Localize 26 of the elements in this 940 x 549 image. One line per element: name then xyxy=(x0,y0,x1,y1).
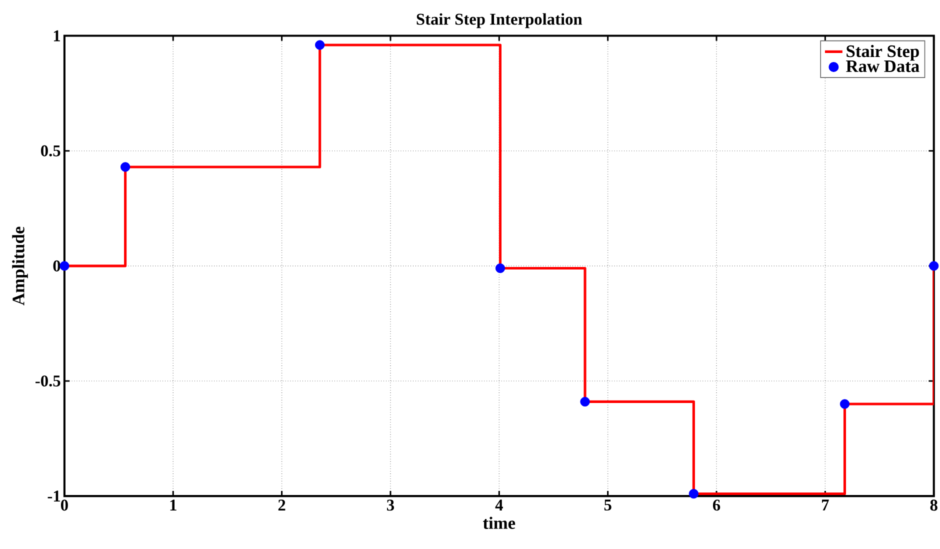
x-axis-title: time xyxy=(483,516,516,529)
x-tick-label: 1 xyxy=(170,500,176,510)
x-tick-label: 5 xyxy=(604,500,612,510)
y-tick-label: 1 xyxy=(54,30,60,42)
point xyxy=(495,263,506,273)
point xyxy=(840,399,850,409)
x-tick-label: 4 xyxy=(495,500,503,510)
point xyxy=(60,260,70,271)
y-axis-title: Amplitude xyxy=(12,226,28,306)
y-tick-label: -0.5 xyxy=(36,375,60,386)
y-tick-label: 0 xyxy=(53,260,60,272)
x-tick-label: 2 xyxy=(278,500,286,510)
y-tick-label: 0.5 xyxy=(41,145,60,156)
x-tick-label: 0 xyxy=(60,500,68,511)
x-tick-label: 8 xyxy=(930,500,938,511)
x-tick-label: 7 xyxy=(822,500,829,510)
x-tick-label: 3 xyxy=(386,500,394,511)
point xyxy=(580,396,590,406)
point xyxy=(315,40,325,50)
point xyxy=(120,162,130,172)
legend-label: Raw Data xyxy=(846,60,920,72)
chart-title: Stair Step Interpolation xyxy=(416,13,582,28)
y-tick-label: -1 xyxy=(48,490,60,502)
legend-label: Stair Step xyxy=(846,44,919,61)
point xyxy=(688,488,698,498)
x-tick-label: 6 xyxy=(712,500,720,511)
